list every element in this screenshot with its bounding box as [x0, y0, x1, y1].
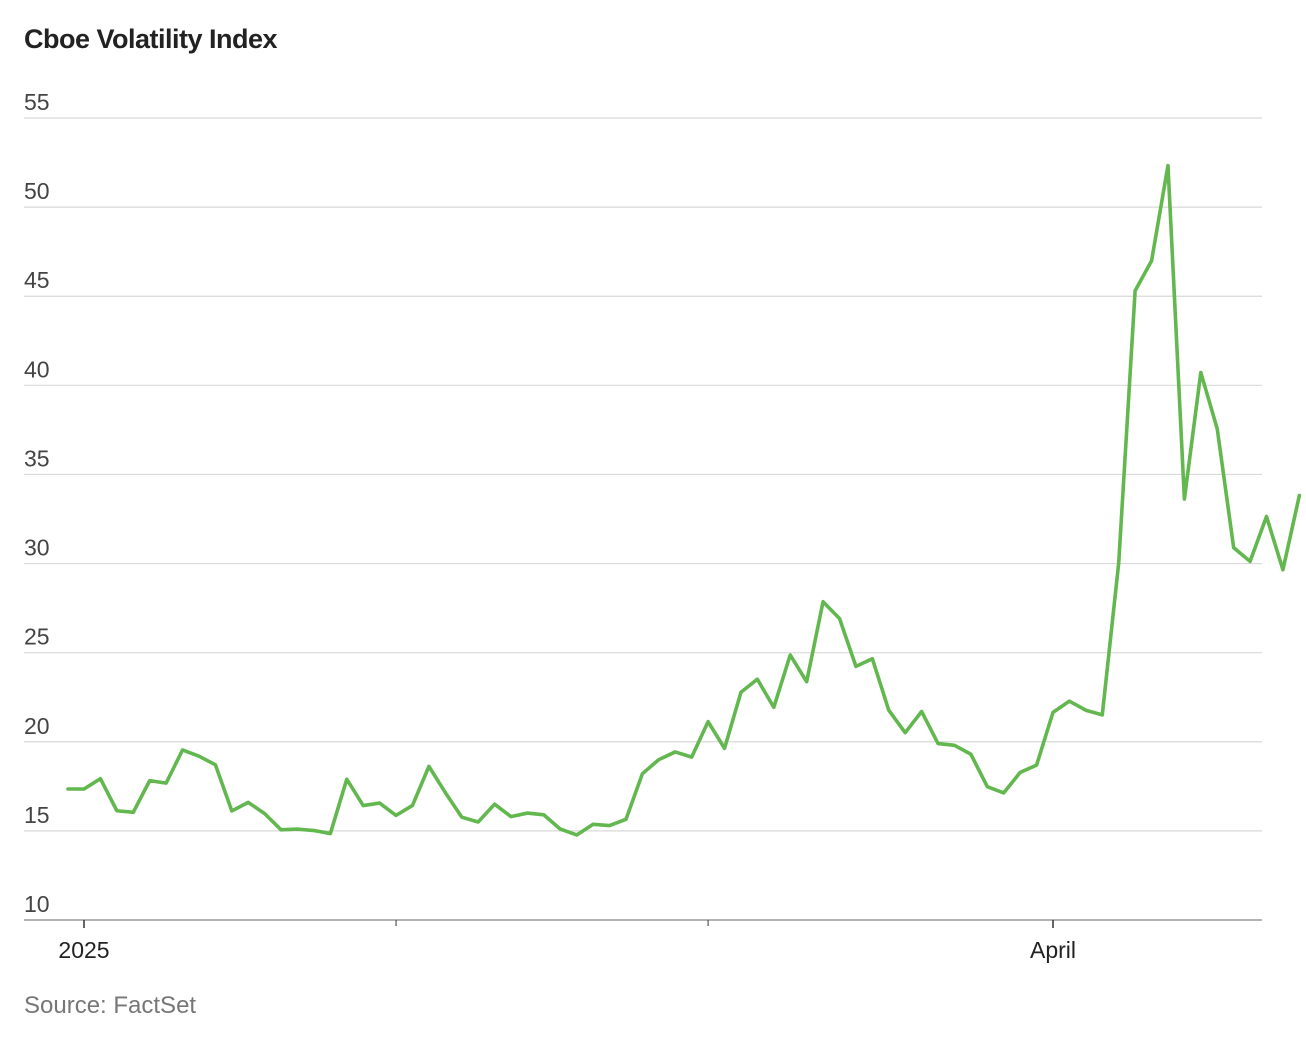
y-tick-label: 55 [24, 89, 50, 115]
source-note: Source: FactSet [24, 992, 197, 1019]
y-tick-label: 15 [24, 802, 50, 828]
y-tick-label: 20 [24, 713, 50, 739]
series-line [66, 163, 1302, 837]
x-axis: 2025 April [58, 920, 1076, 963]
y-tick-label: 30 [24, 535, 50, 561]
y-axis: 10 15 20 25 30 35 40 45 50 55 [24, 89, 50, 917]
chart-title: Cboe Volatility Index [24, 24, 278, 54]
y-tick-label: 40 [24, 356, 50, 382]
x-tick-label: 2025 [58, 937, 109, 963]
x-tick-label: April [1030, 937, 1076, 963]
series-layer [66, 163, 1302, 837]
y-tick-label: 35 [24, 445, 50, 471]
y-tick-label: 50 [24, 178, 50, 204]
y-tick-label: 45 [24, 267, 50, 293]
gridlines [24, 117, 1262, 921]
y-tick-label: 10 [24, 891, 50, 917]
y-tick-label: 25 [24, 624, 50, 650]
